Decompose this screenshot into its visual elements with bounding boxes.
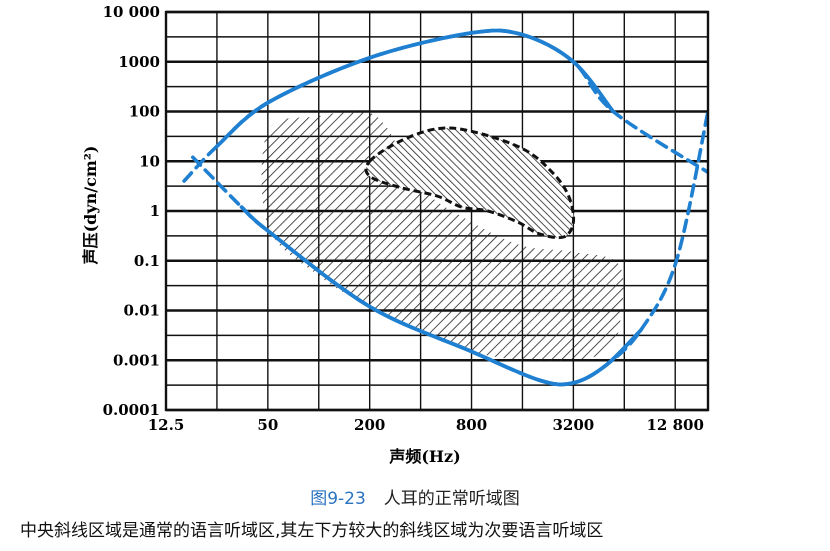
y-tick-label: 1: [150, 202, 160, 220]
hearing-threshold-curve: [239, 205, 643, 387]
y-tick-label: 1000: [118, 53, 160, 71]
y-tick-label: 0.0001: [103, 401, 160, 419]
secondary-speech-region: [261, 111, 624, 362]
y-tick-label: 0.001: [113, 351, 160, 369]
y-tick-label: 100: [129, 103, 160, 121]
y-tick-label: 10 000: [103, 3, 160, 21]
threshold-curves: [182, 28, 708, 387]
y-tick-label: 0.01: [123, 302, 160, 320]
x-tick-label: 800: [456, 416, 487, 434]
x-tick-label: 50: [257, 416, 278, 434]
figure-number: 图9-23: [310, 489, 366, 509]
figure-title: 人耳的正常听域图: [383, 489, 520, 509]
hearing-range-chart: 12.5 50 200 800 3200 12 800 0.0001 0.001 0.01 0.1…: [81, 3, 710, 466]
figure-note: 中央斜线区域是通常的语言听域区,其左下方较大的斜线区域为次要语言听域区: [20, 521, 604, 541]
main-speech-region: [364, 126, 576, 240]
axes: 12.5 50 200 800 3200 12 800 0.0001 0.001 0.01 0.1…: [103, 3, 710, 434]
plot-frame: [164, 10, 710, 412]
pain-threshold-curve: [215, 28, 616, 149]
y-axis-label: 声压(dyn/cm²): [81, 146, 100, 266]
x-axis-label: 声频(Hz): [388, 447, 460, 466]
x-tick-label: 12 800: [647, 416, 704, 434]
y-tick-label: 10: [139, 152, 160, 170]
x-tick-label: 3200: [552, 416, 594, 434]
figure-caption: 图9-23 人耳的正常听域图: [0, 484, 830, 509]
hatched-regions: [261, 111, 624, 362]
x-tick-label: 12.5: [148, 416, 185, 434]
x-tick-label: 200: [354, 416, 385, 434]
y-tick-label: 0.1: [134, 252, 160, 270]
